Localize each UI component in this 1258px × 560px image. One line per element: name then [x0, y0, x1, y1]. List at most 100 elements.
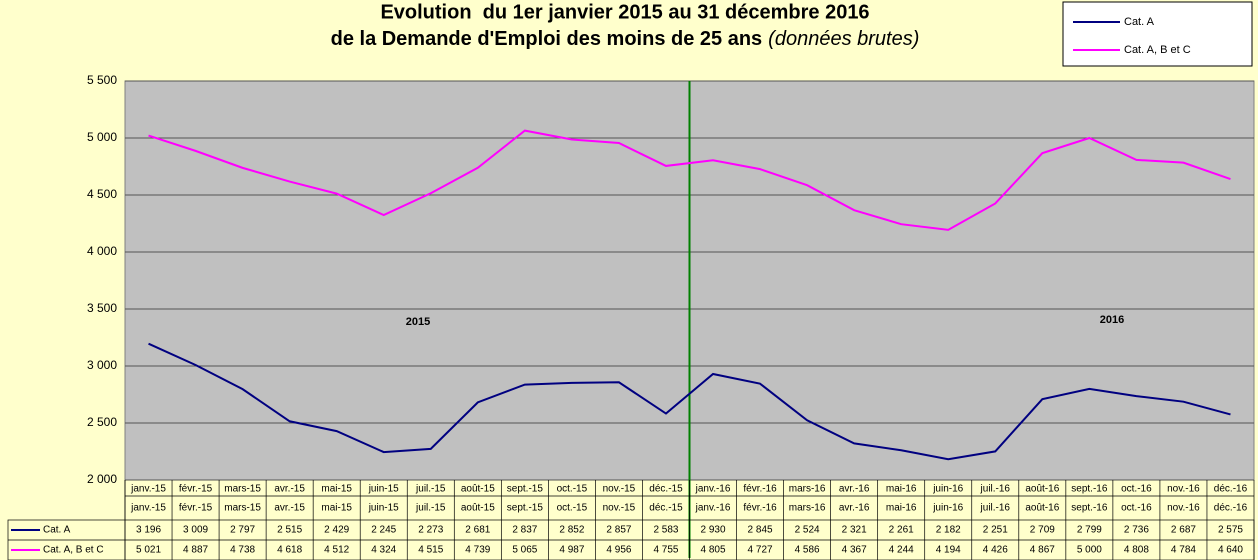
- table-header: déc.-15: [649, 503, 683, 514]
- table-value: 2 251: [983, 525, 1008, 536]
- table-value: 4 512: [324, 545, 349, 556]
- table-header: août-15: [461, 503, 495, 514]
- table-header: déc.-16: [1214, 503, 1248, 514]
- table-value: 4 324: [371, 545, 396, 556]
- table-value: 2 797: [230, 525, 255, 536]
- y-tick-label: 2 500: [87, 415, 117, 429]
- table-header: avr.-15: [274, 503, 305, 514]
- table-value: 2 709: [1030, 525, 1055, 536]
- x-tick-label: nov.-16: [1167, 484, 1200, 495]
- table-header: nov.-15: [603, 503, 636, 514]
- table-header: juil.-15: [415, 503, 446, 514]
- x-tick-label: févr.-16: [743, 484, 777, 495]
- legend: [1062, 1, 1253, 67]
- table-value: 4 618: [277, 545, 302, 556]
- table-value: 2 182: [936, 525, 961, 536]
- table-value: 4 784: [1171, 545, 1196, 556]
- y-tick-label: 4 000: [87, 244, 117, 258]
- table-header: mai-16: [886, 503, 917, 514]
- table-value: 2 845: [748, 525, 773, 536]
- row-label: Cat. A, B et C: [43, 545, 104, 556]
- table-value: 4 739: [465, 545, 490, 556]
- x-tick-label: mars-16: [789, 484, 826, 495]
- table-value: 2 857: [606, 525, 631, 536]
- table-value: 4 640: [1218, 545, 1243, 556]
- annotation: 2016: [1100, 314, 1124, 326]
- table-header: févr.-16: [743, 503, 777, 514]
- table-value: 5 021: [136, 545, 161, 556]
- table-value: 4 738: [230, 545, 255, 556]
- table-value: 2 852: [559, 525, 584, 536]
- annotation: 2015: [406, 316, 430, 328]
- table-value: 2 273: [418, 525, 443, 536]
- table-value: 4 956: [606, 545, 631, 556]
- x-tick-label: juin-16: [932, 484, 963, 495]
- table-value: 2 575: [1218, 525, 1243, 536]
- chart-title: de la Demande d'Emploi des moins de 25 a…: [331, 28, 920, 50]
- x-tick-label: août-16: [1025, 484, 1059, 495]
- x-tick-label: août-15: [461, 484, 495, 495]
- table-header: mai-15: [321, 503, 352, 514]
- x-tick-label: mai-15: [321, 484, 352, 495]
- table-value: 4 805: [701, 545, 726, 556]
- x-tick-label: juil.-16: [980, 484, 1011, 495]
- x-tick-label: janv.-16: [695, 484, 731, 495]
- x-tick-label: déc.-16: [1214, 484, 1248, 495]
- table-header: oct.-16: [1121, 503, 1152, 514]
- table-value: 2 681: [465, 525, 490, 536]
- x-tick-label: oct.-15: [557, 484, 588, 495]
- table-value: 2 245: [371, 525, 396, 536]
- table-value: 4 808: [1124, 545, 1149, 556]
- table-value: 2 837: [512, 525, 537, 536]
- table-header: sept.-16: [1071, 503, 1108, 514]
- table-value: 4 887: [183, 545, 208, 556]
- x-tick-label: mai-16: [886, 484, 917, 495]
- table-value: 2 736: [1124, 525, 1149, 536]
- chart-title: Evolution du 1er janvier 2015 au 31 déce…: [380, 1, 869, 23]
- x-tick-label: févr.-15: [179, 484, 213, 495]
- y-tick-label: 5 500: [87, 73, 117, 87]
- y-tick-label: 5 000: [87, 130, 117, 144]
- table-header: août-16: [1025, 503, 1059, 514]
- row-label: Cat. A: [43, 525, 71, 536]
- table-value: 4 244: [889, 545, 914, 556]
- table-value: 2 524: [795, 525, 820, 536]
- table-value: 5 065: [512, 545, 537, 556]
- y-tick-label: 4 500: [87, 187, 117, 201]
- table-value: 4 515: [418, 545, 443, 556]
- table-value: 4 867: [1030, 545, 1055, 556]
- chart-title-line: de la Demande d'Emploi des moins de 25 a…: [331, 28, 763, 50]
- table-value: 4 987: [559, 545, 584, 556]
- x-tick-label: mars-15: [224, 484, 261, 495]
- series-line: [148, 342, 1231, 461]
- table-header: mars-15: [224, 503, 261, 514]
- table-value: 3 009: [183, 525, 208, 536]
- table-value: 2 261: [889, 525, 914, 536]
- table-header: oct.-15: [557, 503, 588, 514]
- table-header: janv.-16: [695, 503, 731, 514]
- x-tick-label: juin-15: [368, 484, 399, 495]
- y-tick-label: 2 000: [87, 472, 117, 486]
- x-tick-label: janv.-15: [130, 484, 166, 495]
- table-value: 4 367: [842, 545, 867, 556]
- table-value: 2 930: [701, 525, 726, 536]
- table-value: 3 196: [136, 525, 161, 536]
- table-value: 2 583: [653, 525, 678, 536]
- table-value: 2 429: [324, 525, 349, 536]
- x-tick-label: avr.-16: [839, 484, 870, 495]
- y-tick-label: 3 000: [87, 358, 117, 372]
- x-tick-label: déc.-15: [649, 484, 683, 495]
- table-header: nov.-16: [1167, 503, 1200, 514]
- table-value: 2 687: [1171, 525, 1196, 536]
- table-header: sept.-15: [507, 503, 544, 514]
- table-header: janv.-15: [130, 503, 166, 514]
- table-value: 4 426: [983, 545, 1008, 556]
- table-header: juil.-16: [980, 503, 1011, 514]
- table-value: 2 321: [842, 525, 867, 536]
- series-line: [148, 129, 1231, 231]
- table-value: 2 799: [1077, 525, 1102, 536]
- y-tick-label: 3 500: [87, 301, 117, 315]
- table-value: 5 000: [1077, 545, 1102, 556]
- legend-label: Cat. A, B et C: [1124, 44, 1191, 56]
